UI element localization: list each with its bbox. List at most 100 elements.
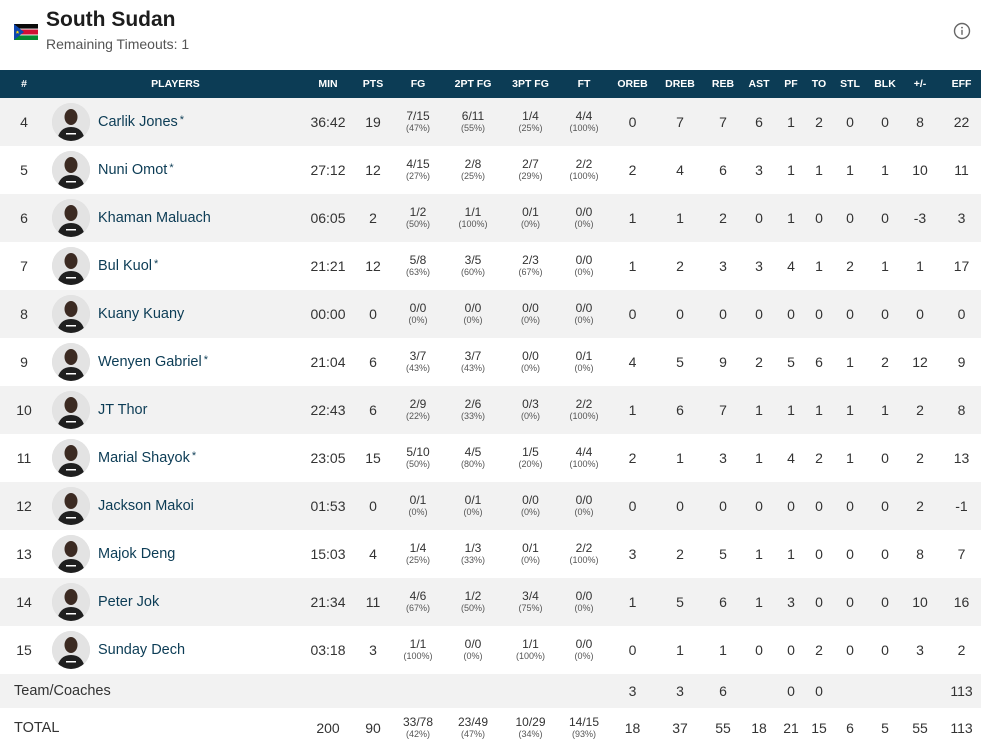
assists: 3 — [755, 258, 763, 274]
player-avatar[interactable] — [52, 391, 90, 429]
personal-fouls: 21 — [783, 720, 799, 736]
player-name-link[interactable]: Sunday Dech — [98, 642, 187, 658]
three-point-field-goals-made-attempted: 0/0 — [522, 349, 539, 363]
player-name[interactable]: Peter Jok — [98, 594, 160, 610]
player-name-link[interactable]: Khaman Maluach — [98, 210, 213, 226]
player-name[interactable]: Wenyen Gabriel — [98, 354, 202, 370]
header-col-reb[interactable]: REB — [711, 78, 735, 90]
defensive-rebounds: 5 — [676, 354, 684, 370]
turnovers: 1 — [815, 402, 823, 418]
player-name[interactable]: JT Thor — [98, 402, 148, 418]
field-goals: 33/78 (42%) — [393, 708, 443, 748]
player-name-link[interactable]: Peter Jok — [98, 594, 161, 610]
player-info: Wenyen Gabriel * — [48, 343, 303, 381]
player-name[interactable]: Kuany Kuany — [98, 306, 185, 322]
player-name[interactable]: Khaman Maluach — [98, 210, 211, 226]
player-name-link[interactable]: Bul Kuol * — [98, 258, 158, 274]
box-score-table: # PLAYERS MIN PTS FG 2PT FG 3PT FG FT OREB DREB RE… — [0, 70, 981, 748]
points: 12 — [365, 258, 381, 274]
header-col-3pt-fg[interactable]: 3PT FG — [512, 78, 549, 90]
player-name[interactable]: Marial Shayok — [98, 450, 190, 466]
steals — [833, 674, 867, 708]
player-name-link[interactable]: JT Thor — [98, 402, 149, 418]
field-goals: 0/0 (0%) — [393, 290, 443, 338]
table-row: 4 Carlik Jones * 36:42 19 7/15 (47%) 6/11 (55%) 1… — [0, 98, 981, 146]
player-cell: JT Thor — [48, 386, 303, 434]
minutes: 23:05 — [310, 450, 346, 466]
header-col-2pt-fg[interactable]: 2PT FG — [454, 78, 492, 90]
header-col-pts[interactable]: PTS — [362, 78, 384, 90]
player-name-link[interactable]: Nuni Omot * — [98, 162, 174, 178]
defensive-rebounds: 1 — [676, 642, 684, 658]
header-col-pf[interactable]: PF — [784, 78, 798, 90]
starter-marker: * — [191, 450, 197, 462]
header-col-blk[interactable]: BLK — [874, 78, 896, 90]
two-point-field-goals-made-attempted: 2/6 — [464, 397, 482, 411]
blocks: 5 — [881, 720, 889, 736]
table-row: 9 Wenyen Gabriel * 21:04 6 3/7 (43%) 3/7 (43%) 0/… — [0, 338, 981, 386]
player-name[interactable]: Carlik Jones — [98, 114, 178, 130]
player-name-link[interactable]: Kuany Kuany — [98, 306, 186, 322]
two-point-field-goals-made-attempted: 1/1 — [464, 205, 482, 219]
team-name: South Sudan — [46, 8, 176, 31]
player-avatar[interactable] — [52, 199, 90, 237]
player-avatar[interactable] — [52, 343, 90, 381]
personal-fouls: 1 — [787, 546, 795, 562]
three-point-field-goals-made-attempted: 1/4 — [522, 109, 539, 123]
steals: 0 — [846, 114, 854, 130]
player-avatar[interactable] — [52, 247, 90, 285]
header-col-oreb[interactable]: OREB — [617, 78, 648, 90]
header-col-stl[interactable]: STL — [840, 78, 860, 90]
steals: 0 — [846, 594, 854, 610]
steals: 0 — [846, 210, 854, 226]
player-name-link[interactable]: Marial Shayok * — [98, 450, 196, 466]
turnovers: 15 — [811, 720, 827, 736]
defensive-rebounds: 37 — [672, 720, 688, 736]
field-goals-percentage: (50%) — [405, 219, 430, 229]
player-name[interactable]: Sunday Dech — [98, 642, 186, 658]
info-icon[interactable] — [953, 22, 971, 40]
two-point-field-goals-percentage: (43%) — [460, 363, 485, 373]
field-goals: 2/9 (22%) — [393, 386, 443, 434]
two-point-field-goals-percentage: (55%) — [460, 123, 485, 133]
player-name[interactable]: Majok Deng — [98, 546, 176, 562]
player-name-link[interactable]: Wenyen Gabriel * — [98, 354, 208, 370]
turnovers: 1 — [815, 162, 823, 178]
player-name-link[interactable]: Jackson Makoi — [98, 498, 196, 514]
free-throws: 0/0 (0%) — [558, 290, 610, 338]
player-avatar[interactable] — [52, 103, 90, 141]
header-col-dreb[interactable]: DREB — [665, 78, 695, 90]
personal-fouls: 0 — [787, 642, 795, 658]
header-col-eff[interactable]: EFF — [951, 78, 972, 90]
points: 3 — [369, 642, 377, 658]
header-col-min[interactable]: MIN — [318, 78, 338, 90]
player-avatar[interactable] — [52, 151, 90, 189]
table-row: 13 Majok Deng 15:03 4 1/4 (25%) 1/3 (33%) 0/1 (0%… — [0, 530, 981, 578]
header-col-to[interactable]: TO — [811, 78, 827, 90]
player-name[interactable]: Nuni Omot — [98, 162, 168, 178]
header-col-ast[interactable]: AST — [748, 78, 770, 90]
header-col-fg[interactable]: FG — [410, 78, 426, 90]
player-name[interactable]: Bul Kuol — [98, 258, 153, 274]
header-col-players[interactable]: PLAYERS — [151, 78, 200, 90]
field-goals: 1/4 (25%) — [393, 530, 443, 578]
two-point-field-goals-percentage: (25%) — [460, 171, 485, 181]
two-point-field-goals-made-attempted: 0/0 — [464, 301, 482, 315]
player-avatar[interactable] — [52, 487, 90, 525]
offensive-rebounds: 1 — [628, 402, 637, 418]
player-name[interactable]: Jackson Makoi — [98, 498, 194, 514]
player-avatar[interactable] — [52, 535, 90, 573]
player-name-link[interactable]: Carlik Jones * — [98, 114, 184, 130]
player-avatar[interactable] — [52, 583, 90, 621]
blocks: 0 — [881, 210, 889, 226]
header-col-ft[interactable]: FT — [577, 78, 591, 90]
player-name-link[interactable]: Majok Deng — [98, 546, 177, 562]
player-avatar[interactable] — [52, 439, 90, 477]
player-avatar[interactable] — [52, 295, 90, 333]
steals: 1 — [846, 450, 854, 466]
player-avatar[interactable] — [52, 631, 90, 669]
free-throws-percentage: (93%) — [571, 729, 596, 739]
offensive-rebounds: 0 — [628, 642, 637, 658]
header-col-number[interactable]: # — [21, 78, 27, 90]
header-col-plus-minus[interactable]: +/- — [913, 78, 927, 90]
